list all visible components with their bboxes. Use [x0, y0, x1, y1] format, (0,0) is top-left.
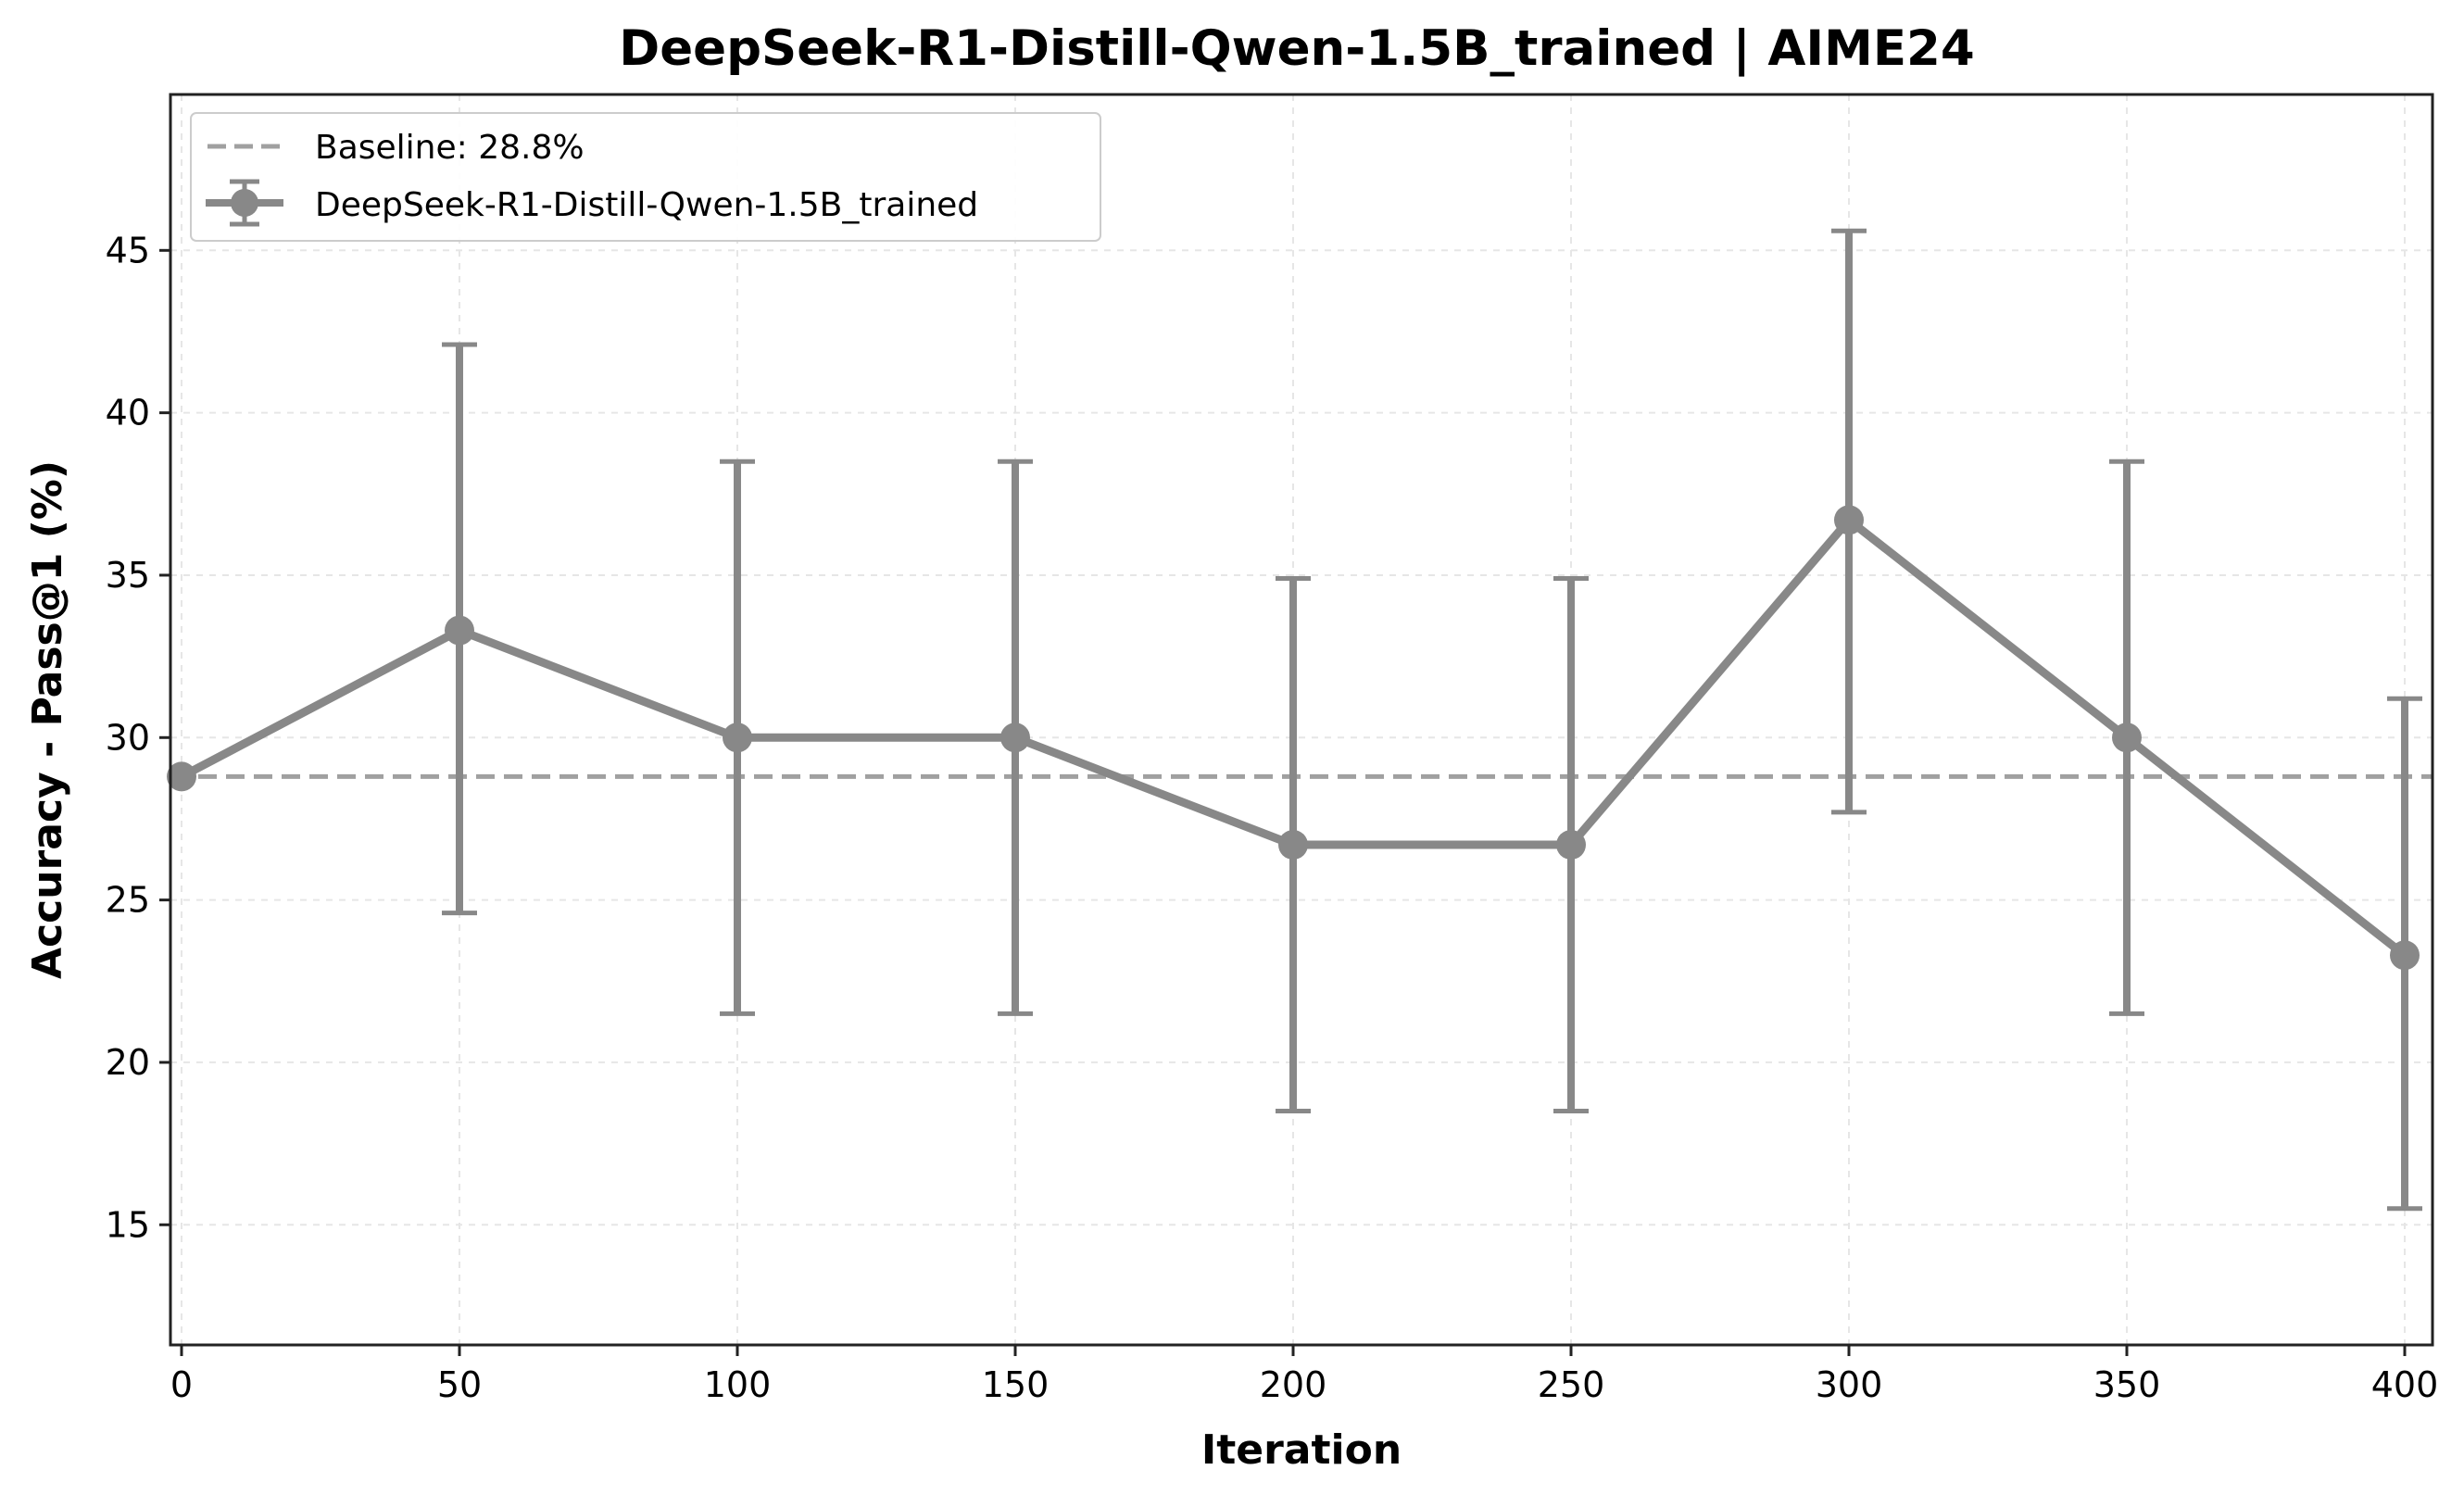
data-point	[167, 761, 196, 792]
x-tick-label: 150	[982, 1364, 1050, 1405]
y-tick-label: 30	[106, 717, 150, 758]
data-point	[1278, 830, 1308, 860]
data-point	[445, 615, 474, 646]
markers	[167, 505, 2420, 971]
x-tick-label: 300	[1816, 1364, 1883, 1405]
x-tick-label: 250	[1538, 1364, 1605, 1405]
axis-ticks: 0 50 100 150 200 250 300 350 400 15 20 25 30 35 40 45	[106, 230, 2439, 1405]
data-point	[723, 722, 752, 753]
data-point	[1000, 722, 1030, 753]
x-tick-label: 0	[170, 1364, 193, 1405]
y-tick-label: 15	[106, 1204, 150, 1245]
data-point	[2390, 940, 2420, 971]
x-tick-label: 200	[1260, 1364, 1327, 1405]
y-tick-label: 45	[106, 230, 150, 270]
y-tick-label: 20	[106, 1042, 150, 1083]
data-point	[1556, 830, 1586, 860]
legend: Baseline: 28.8% DeepSeek-R1-Distill-Qwen…	[190, 112, 1101, 242]
legend-baseline-label: Baseline: 28.8%	[315, 129, 585, 167]
data-point	[2112, 722, 2142, 753]
grid-lines	[170, 94, 2433, 1345]
plot-frame	[169, 93, 2434, 1347]
legend-box	[190, 112, 1101, 242]
x-tick-label: 50	[437, 1364, 482, 1405]
y-tick-label: 25	[106, 880, 150, 921]
x-tick-label: 400	[2371, 1364, 2439, 1405]
legend-series-swatch	[206, 179, 283, 227]
data-point	[1834, 505, 1864, 535]
x-tick-label: 100	[704, 1364, 772, 1405]
y-tick-label: 35	[106, 555, 150, 596]
chart-title: DeepSeek-R1-Distill-Qwen-1.5B_trained | …	[619, 20, 1975, 77]
y-tick-label: 40	[106, 393, 150, 433]
x-axis-label: Iteration	[1201, 1426, 1402, 1474]
x-tick-label: 350	[2093, 1364, 2161, 1405]
legend-series-label: DeepSeek-R1-Distill-Qwen-1.5B_trained	[315, 186, 978, 224]
y-axis-label: Accuracy - Pass@1 (%)	[24, 460, 71, 979]
